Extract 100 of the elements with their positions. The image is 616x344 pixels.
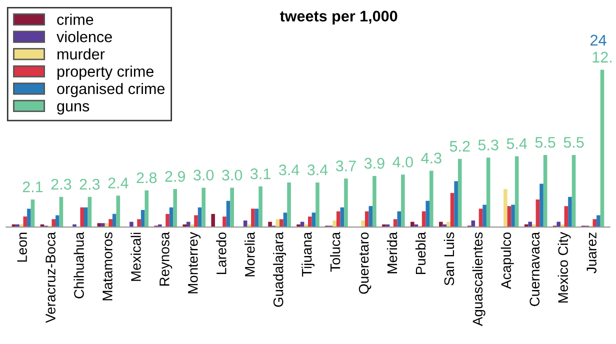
bar [112,214,116,228]
data-label: 3.0 [194,170,214,181]
bar [226,200,230,228]
chart-title: tweets per 1,000 [280,10,398,25]
x-tick-label: Chihuahua [74,232,84,298]
bar [258,186,262,228]
data-label: 3.1 [250,168,270,180]
bar [410,222,414,228]
data-label: 3.7 [336,160,356,172]
bar [108,219,112,228]
x-tick-label: Merida [386,232,398,274]
bar [507,206,512,228]
legend-label: crime [57,14,94,25]
x-tick-label: Queretaro [358,232,372,294]
bar [450,192,454,228]
data-label: 4.3 [421,152,442,164]
x-tick-label: Mexicali [130,232,141,281]
bar [540,184,544,228]
bar [222,216,226,228]
data-label: 5.5 [564,137,584,148]
bar [361,220,365,228]
bar [308,216,312,228]
bar [251,208,255,228]
bar [596,215,600,228]
data-label: 3.4 [278,164,300,176]
bar [482,204,486,228]
x-tick-label: Cuernavaca [530,232,540,306]
legend-label: murder [58,48,105,60]
bar [600,70,604,228]
bar [130,222,134,228]
bar [101,223,105,228]
bar [202,188,206,228]
data-label: 5.2 [450,140,470,152]
bar [332,220,336,228]
data-label: 3.9 [364,158,384,169]
bar [564,206,568,228]
x-tick-label: Laredo [216,232,226,274]
data-label: 2.9 [165,171,186,182]
bar [280,219,284,228]
data-label: 3.4 [307,164,328,176]
bar [446,222,450,228]
x-tick-label: San Luis [444,232,454,286]
bar [536,200,540,228]
bar [316,182,320,228]
legend-label: property crime [58,66,154,80]
bar [397,211,402,228]
bar [137,219,141,228]
x-tick-label: Monterrey [188,232,201,294]
bar [368,206,373,228]
data-label: 3.0 [222,170,242,181]
bar [511,204,515,228]
bar [88,196,92,228]
bar [287,182,291,228]
x-tick-label: Morelia [244,232,255,276]
bar [211,214,215,228]
bar [429,170,434,228]
bar [254,208,259,228]
x-tick-label: Tijuana [302,232,314,277]
x-tick-label: Toluca [330,232,340,272]
x-tick-label: Matamoros [102,232,112,300]
bar [276,219,280,228]
bar [59,196,64,228]
bar [504,189,508,228]
x-tick-label: Reynosa [160,232,172,286]
x-tick-label: Juarez [586,232,596,274]
data-label: 2.3 [51,178,72,190]
legend-label: guns [57,103,90,114]
bar [458,158,462,228]
data-label: 5.4 [506,138,527,150]
data-label: 2.8 [136,172,157,184]
bar [478,208,483,228]
bar [336,211,340,228]
data-label: 2.4 [108,178,128,188]
bar [56,215,60,228]
bar [556,222,560,228]
data-label: 4.0 [392,156,413,168]
legend-label: violence [56,31,112,42]
bar [528,222,532,228]
bar [30,200,35,228]
bar [454,181,458,228]
data-label: 5.3 [478,140,498,150]
bar [401,174,405,228]
data-label: 12. [592,52,612,62]
bar [344,178,348,228]
bar [116,196,120,228]
x-tick-label: Puebla [415,232,426,274]
bar [230,188,234,228]
bar [80,207,84,228]
bar [372,176,376,228]
bar [173,189,178,228]
x-tick-label: Aguascalientes [472,232,486,326]
bar [543,154,548,228]
data-label: 5.5 [535,137,556,148]
text: 24 [590,34,606,46]
bar [23,216,28,228]
bar [194,215,198,228]
bar [52,219,56,228]
x-tick-label: Guadalajara [273,232,286,307]
x-tick-label: Leon [17,232,27,262]
bar [514,156,519,228]
